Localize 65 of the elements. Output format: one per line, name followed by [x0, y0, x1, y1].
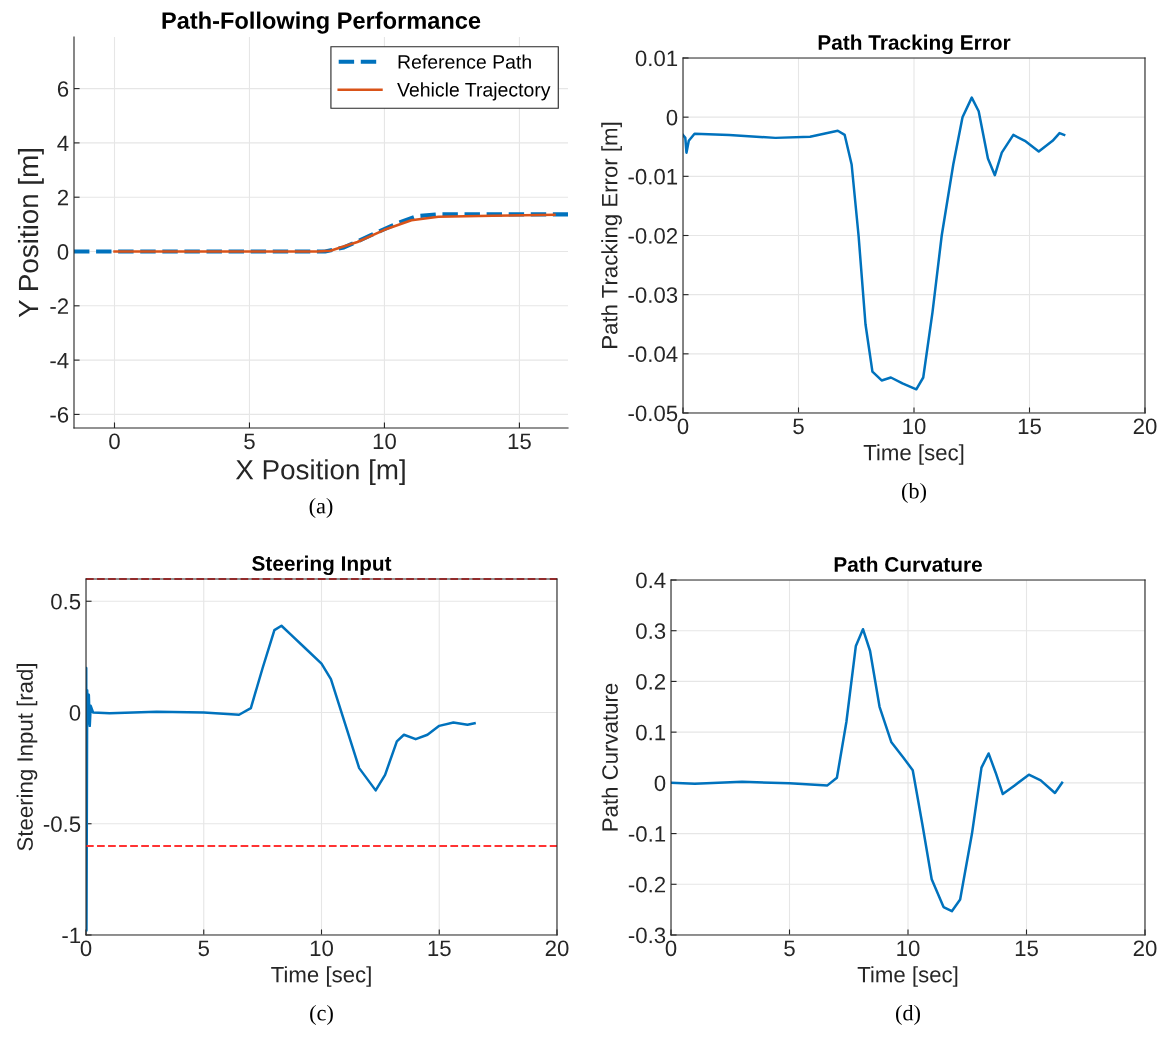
- chart-title: Steering Input: [252, 555, 392, 576]
- x-tick-label: 0: [80, 940, 92, 957]
- x-tick-label: 0: [677, 418, 689, 435]
- x-tick-label: 10: [373, 433, 396, 450]
- y-tick-label: 0: [666, 109, 678, 126]
- y-tick-label: -0.1: [628, 826, 666, 842]
- chart-title: Path-Following Performance: [162, 11, 481, 34]
- x-tick-label: 5: [784, 940, 795, 957]
- y-tick-label: 0: [69, 705, 81, 721]
- y-tick-label: -1: [62, 927, 81, 944]
- legend-label: Reference Path: [398, 54, 531, 69]
- y-tick-label: 6: [57, 81, 69, 97]
- x-tick-label: 15: [508, 433, 531, 450]
- chart-title: Path Tracking Error: [818, 34, 1011, 55]
- line-series: [86, 624, 476, 932]
- line-series: [683, 96, 1066, 391]
- x-axis-title: Time [sec]: [857, 966, 958, 987]
- x-axis-title: Time [sec]: [271, 966, 371, 987]
- y-tick-label: 0.4: [636, 572, 666, 589]
- y-axis-title: Y Position [m]: [17, 149, 44, 318]
- y-tick-label: -0.2: [628, 876, 666, 893]
- x-tick-label: 15: [1015, 940, 1038, 957]
- y-tick-label: -0.03: [628, 287, 678, 303]
- x-tick-label: 10: [897, 940, 920, 957]
- x-tick-label: 10: [310, 940, 333, 957]
- x-tick-label: 5: [793, 418, 804, 435]
- y-tick-label: 0.01: [635, 50, 678, 67]
- x-tick-label: 0: [109, 433, 120, 450]
- x-tick-label: 5: [244, 433, 255, 450]
- y-tick-label: 0: [654, 775, 666, 792]
- y-tick-label: -0.01: [628, 168, 678, 185]
- y-axis-title: Path Curvature: [601, 683, 618, 831]
- x-tick-label: 20: [1133, 940, 1157, 957]
- y-tick-label: 2: [57, 189, 69, 206]
- legend-label: Vehicle Trajectory: [397, 82, 551, 101]
- y-tick-label: -0.5: [43, 816, 81, 833]
- y-tick-label: 4: [57, 135, 69, 151]
- x-tick-label: 20: [545, 940, 569, 957]
- y-tick-label: -0.3: [628, 927, 666, 944]
- y-axis-title: Path Tracking Error [m]: [601, 122, 622, 348]
- chart-title: Path Curvature: [834, 556, 982, 572]
- y-tick-label: -0.04: [628, 346, 678, 363]
- y-axis-title: Steering Input [rad]: [16, 664, 38, 851]
- y-tick-label: -2: [50, 298, 69, 314]
- y-tick-label: 0: [57, 244, 69, 260]
- text: (c): [310, 1004, 333, 1026]
- y-tick-label: -6: [50, 406, 69, 423]
- x-tick-label: 15: [428, 940, 451, 957]
- x-axis-title: Time [sec]: [863, 444, 964, 465]
- y-tick-label: -0.05: [628, 405, 678, 422]
- y-tick-label: 0.1: [636, 724, 666, 741]
- x-tick-label: 20: [1133, 418, 1157, 435]
- y-tick-label: 0.2: [636, 673, 666, 690]
- y-tick-label: 0.3: [636, 623, 666, 639]
- x-tick-label: 10: [903, 418, 926, 435]
- text: (b): [902, 482, 926, 504]
- line-series: [671, 627, 1064, 913]
- y-tick-label: -4: [50, 352, 69, 369]
- y-tick-label: -0.02: [628, 228, 678, 244]
- y-tick-label: 0.5: [51, 593, 81, 610]
- text: (d): [896, 1004, 920, 1026]
- x-axis-title: X Position [m]: [235, 459, 405, 486]
- text: (a): [309, 497, 333, 519]
- x-tick-label: 15: [1018, 418, 1041, 435]
- x-tick-label: 5: [198, 940, 209, 957]
